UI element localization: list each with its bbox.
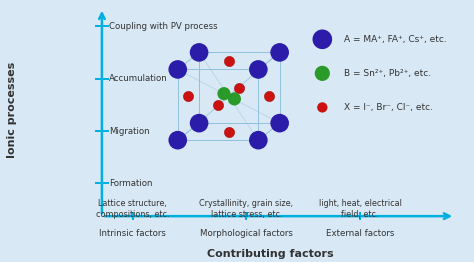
Point: [225, 130, 232, 134]
Point: [174, 67, 182, 72]
Text: Coupling with PV process: Coupling with PV process: [109, 22, 218, 31]
Point: [276, 121, 283, 125]
Text: Morphological factors: Morphological factors: [200, 229, 293, 238]
Text: light, heat, electrical
field, etc.: light, heat, electrical field, etc.: [319, 199, 401, 219]
Point: [214, 103, 222, 107]
Text: Crystallinity, grain size,
lattice stress, etc.: Crystallinity, grain size, lattice stres…: [200, 199, 293, 219]
Text: Ionic processes: Ionic processes: [7, 62, 17, 158]
Text: Contributing factors: Contributing factors: [207, 249, 334, 259]
Point: [174, 138, 182, 142]
Text: Intrinsic factors: Intrinsic factors: [99, 229, 166, 238]
Point: [195, 121, 203, 125]
Text: Accumulation: Accumulation: [109, 74, 168, 83]
Point: [220, 92, 228, 96]
Point: [195, 50, 203, 54]
Text: Lattice structure,
compositions, etc.: Lattice structure, compositions, etc.: [96, 199, 170, 219]
Point: [230, 97, 238, 101]
Text: X = I⁻, Br⁻, Cl⁻, etc.: X = I⁻, Br⁻, Cl⁻, etc.: [344, 103, 433, 112]
Text: External factors: External factors: [326, 229, 394, 238]
Point: [319, 105, 326, 110]
Text: B = Sn²⁺, Pb²⁺, etc.: B = Sn²⁺, Pb²⁺, etc.: [344, 69, 431, 78]
Text: A = MA⁺, FA⁺, Cs⁺, etc.: A = MA⁺, FA⁺, Cs⁺, etc.: [344, 35, 447, 44]
Point: [265, 94, 273, 99]
Text: Migration: Migration: [109, 127, 150, 135]
Point: [255, 67, 262, 72]
Text: Formation: Formation: [109, 179, 153, 188]
Point: [319, 71, 326, 75]
Point: [225, 59, 232, 63]
Point: [276, 50, 283, 54]
Point: [185, 94, 192, 99]
Point: [255, 138, 262, 142]
Point: [319, 37, 326, 41]
Point: [236, 86, 243, 90]
